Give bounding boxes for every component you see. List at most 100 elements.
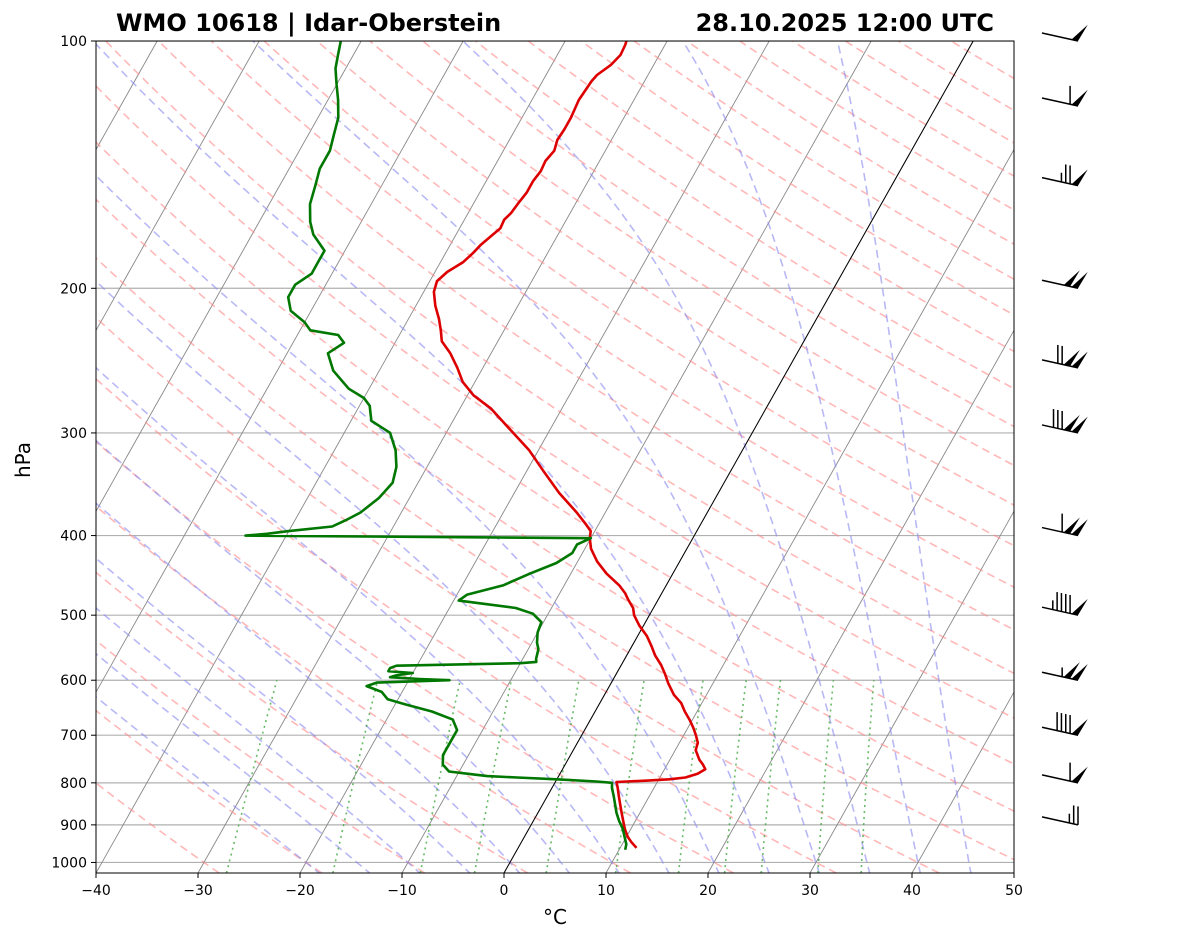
mixing-ratio-line xyxy=(473,680,513,873)
dry-adiabat xyxy=(633,41,1014,281)
dry-adiabat xyxy=(96,84,1014,719)
moist-adiabat xyxy=(836,41,972,873)
wind-barb xyxy=(1041,344,1088,369)
y-tick-label: 800 xyxy=(60,776,87,792)
isotherm-line xyxy=(96,41,362,513)
chart-title-left: WMO 10618 | Idar-Oberstein xyxy=(116,9,501,37)
moist-adiabat xyxy=(96,366,621,873)
y-tick-label: 300 xyxy=(60,426,87,442)
moist-adiabats xyxy=(96,41,972,873)
mixing-ratio-line xyxy=(817,680,835,873)
moist-adiabat xyxy=(96,557,471,873)
dry-adiabat xyxy=(527,41,1014,353)
mixing-ratio-line xyxy=(723,680,747,873)
moist-adiabat xyxy=(96,43,770,873)
dewpoint-line xyxy=(244,41,628,850)
dry-adiabat xyxy=(96,256,1014,861)
x-tick-label: 50 xyxy=(1005,883,1023,899)
dry-adiabat xyxy=(210,41,1014,589)
wind-barbs xyxy=(1041,24,1088,826)
y-tick-label: 1000 xyxy=(51,855,87,871)
x-tick-label: 40 xyxy=(903,883,921,899)
dry-adiabat xyxy=(580,41,1014,316)
y-ticks: 100 200 300 400 500 600 700 800 900 1000 xyxy=(51,34,96,871)
dry-adiabats xyxy=(96,41,1014,873)
x-tick-label: 20 xyxy=(699,883,717,899)
x-tick-label: −40 xyxy=(81,883,111,899)
moist-adiabat xyxy=(96,652,371,873)
y-tick-label: 100 xyxy=(60,34,87,50)
wind-barb xyxy=(1041,270,1088,290)
dry-adiabat xyxy=(475,41,1014,390)
zero-isotherm xyxy=(503,41,974,873)
isotherm-line xyxy=(197,41,668,873)
x-tick-label: −10 xyxy=(387,883,417,899)
dry-adiabat xyxy=(157,41,1014,631)
x-axis-label: °C xyxy=(543,905,567,929)
wind-barb xyxy=(1041,24,1088,42)
wind-barb xyxy=(1041,712,1088,736)
dry-adiabat xyxy=(96,316,940,873)
dry-adiabat xyxy=(96,505,631,873)
mixing-ratio-line xyxy=(860,680,875,873)
y-tick-label: 700 xyxy=(60,728,87,744)
moist-adiabat xyxy=(96,280,670,873)
plot-frame xyxy=(95,40,1015,874)
isotherm-line xyxy=(809,510,1014,873)
dry-adiabat xyxy=(96,198,1014,812)
dry-adiabat xyxy=(263,41,1014,547)
wind-barb xyxy=(1041,409,1088,434)
dry-adiabat xyxy=(369,41,1014,467)
dry-adiabat xyxy=(686,41,1014,246)
isotherm-line xyxy=(96,41,566,873)
y-axis-label: hPa xyxy=(11,442,35,478)
wind-barb xyxy=(1041,164,1088,187)
y-tick-label: 900 xyxy=(60,818,87,834)
moist-adiabat xyxy=(252,41,821,873)
y-tick-label: 500 xyxy=(60,608,87,624)
x-tick-label: −20 xyxy=(285,883,315,899)
isotherm-line xyxy=(96,41,260,332)
isotherm-line xyxy=(96,41,464,694)
zero-isotherm-line xyxy=(503,41,974,873)
y-tick-label: 600 xyxy=(60,673,87,689)
y-tick-label: 400 xyxy=(60,529,87,545)
dry-adiabat xyxy=(105,41,1014,675)
x-tick-label: 0 xyxy=(500,883,509,899)
dry-adiabat xyxy=(316,41,1014,506)
moist-adiabat xyxy=(462,41,871,873)
x-tick-label: −30 xyxy=(183,883,213,899)
moist-adiabat xyxy=(96,439,571,873)
wind-barb xyxy=(1041,762,1088,784)
wind-barb xyxy=(1041,85,1088,107)
x-tick-label: 10 xyxy=(597,883,615,899)
isotherms xyxy=(96,41,1014,873)
isotherm-line xyxy=(707,329,1014,873)
dry-adiabat xyxy=(739,41,1014,211)
moist-adiabat xyxy=(96,607,421,873)
dry-adiabat xyxy=(96,440,734,873)
mixing-ratio-line xyxy=(614,680,645,873)
dry-adiabat xyxy=(96,639,426,873)
mixing-ratio-line xyxy=(545,680,580,873)
background-lines xyxy=(96,41,1014,873)
wind-barb xyxy=(1041,513,1088,537)
wind-barb xyxy=(1041,805,1079,826)
dry-adiabat xyxy=(96,377,837,873)
dry-adiabat xyxy=(96,709,323,873)
chart-title-right: 28.10.2025 12:00 UTC xyxy=(696,9,994,37)
x-ticks: −40 −30 −20 −10 0 10 20 30 40 50 xyxy=(81,873,1023,899)
isotherm-line xyxy=(911,691,1014,873)
wind-barb xyxy=(1041,662,1088,681)
isotherm-line xyxy=(401,41,872,873)
x-tick-label: 30 xyxy=(801,883,819,899)
wind-barb xyxy=(1041,592,1088,616)
moist-adiabat xyxy=(96,695,321,873)
moist-adiabat xyxy=(682,41,922,873)
y-tick-label: 200 xyxy=(60,281,87,297)
profiles xyxy=(244,41,707,850)
temperature-line xyxy=(432,41,707,849)
moist-adiabat xyxy=(96,502,521,873)
